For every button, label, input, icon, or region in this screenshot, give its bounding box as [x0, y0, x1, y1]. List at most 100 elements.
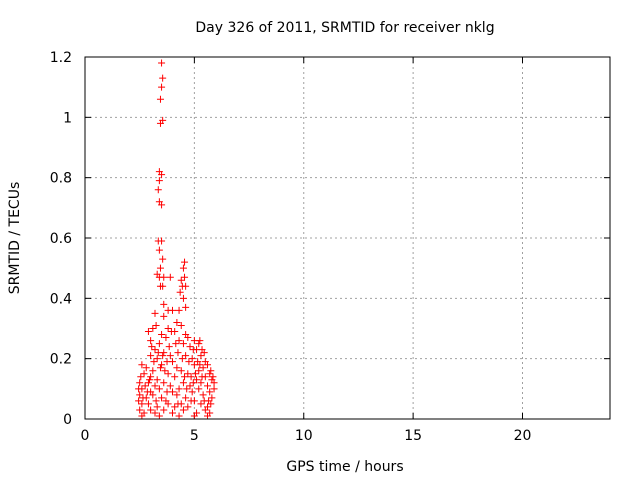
data-point: [179, 264, 187, 272]
data-point: [177, 321, 185, 329]
data-point: [159, 352, 167, 360]
data-point: [204, 412, 211, 420]
data-point: [176, 288, 184, 296]
data-point: [172, 340, 180, 348]
data-point: [195, 367, 203, 375]
data-point: [155, 340, 163, 348]
data-point: [182, 303, 190, 311]
data-point: [154, 186, 162, 194]
data-point: [196, 337, 204, 345]
data-point: [138, 412, 146, 420]
data-point: [171, 373, 179, 381]
data-point: [210, 385, 218, 393]
data-point: [183, 385, 191, 393]
data-point: [156, 95, 164, 103]
data-point: [156, 119, 164, 127]
data-point: [153, 355, 161, 363]
data-point: [171, 403, 179, 411]
data-point: [174, 400, 182, 408]
data-points: [135, 59, 218, 420]
data-point: [210, 379, 218, 387]
data-point: [178, 355, 186, 363]
data-point: [149, 367, 157, 375]
data-point: [147, 373, 155, 381]
data-point: [160, 406, 168, 414]
data-point: [175, 306, 183, 314]
data-point: [159, 255, 167, 263]
plot-frame: [84, 56, 611, 420]
data-point: [196, 361, 204, 369]
data-point: [160, 379, 168, 387]
data-point: [135, 397, 143, 405]
data-point: [158, 201, 166, 209]
data-point: [188, 388, 196, 396]
data-point: [163, 388, 171, 396]
x-tick-label: 15: [404, 428, 422, 444]
data-point: [156, 364, 164, 372]
data-point: [152, 321, 160, 329]
data-point: [159, 74, 167, 82]
data-point: [146, 376, 154, 384]
data-point: [197, 379, 205, 387]
data-point: [184, 370, 192, 378]
data-point: [179, 340, 187, 348]
data-point: [140, 370, 148, 378]
y-tick-label: 1: [63, 110, 72, 126]
data-point: [207, 400, 215, 408]
data-point: [158, 59, 166, 67]
data-point: [188, 355, 196, 363]
data-point: [160, 273, 168, 281]
data-point: [204, 382, 211, 390]
data-point: [184, 403, 192, 411]
data-point: [173, 391, 181, 399]
data-point: [161, 367, 169, 375]
chart-title: Day 326 of 2011, SRMTID for receiver nkl…: [195, 20, 494, 36]
data-point: [195, 340, 203, 348]
y-tick-label: 0.2: [50, 352, 72, 368]
data-point: [158, 83, 166, 91]
data-point: [166, 273, 174, 281]
data-point: [184, 334, 192, 342]
data-point: [206, 388, 214, 396]
data-point: [190, 412, 198, 420]
data-point: [209, 373, 217, 381]
x-tick-label: 20: [514, 428, 532, 444]
data-point: [155, 412, 163, 420]
data-point: [147, 406, 155, 414]
data-point: [160, 300, 168, 308]
data-point: [187, 373, 195, 381]
data-point: [181, 273, 189, 281]
data-point: [153, 403, 161, 411]
data-point: [163, 358, 171, 366]
data-point: [155, 177, 163, 185]
data-point: [169, 409, 176, 417]
data-point: [153, 376, 161, 384]
data-point: [165, 343, 173, 351]
data-point: [147, 337, 155, 345]
x-tick-label: 10: [295, 428, 313, 444]
data-point: [158, 237, 166, 245]
data-point: [159, 282, 167, 290]
data-point: [181, 373, 189, 381]
data-point: [189, 379, 197, 387]
data-point: [151, 309, 159, 317]
data-point: [148, 343, 156, 351]
x-tick-label: 0: [81, 428, 90, 444]
data-point: [137, 373, 145, 381]
data-point: [182, 352, 190, 360]
data-point: [144, 400, 152, 408]
data-point: [186, 343, 194, 351]
data-point: [177, 367, 185, 375]
data-point: [173, 364, 181, 372]
y-tick-label: 0.4: [50, 291, 72, 307]
data-point: [149, 325, 157, 332]
data-point: [135, 385, 143, 393]
data-point: [177, 276, 185, 284]
data-point: [167, 328, 175, 336]
data-point: [144, 328, 152, 336]
y-tick-label: 0.8: [50, 171, 72, 187]
data-point: [156, 264, 164, 272]
data-point: [138, 361, 146, 369]
data-point: [201, 406, 209, 414]
